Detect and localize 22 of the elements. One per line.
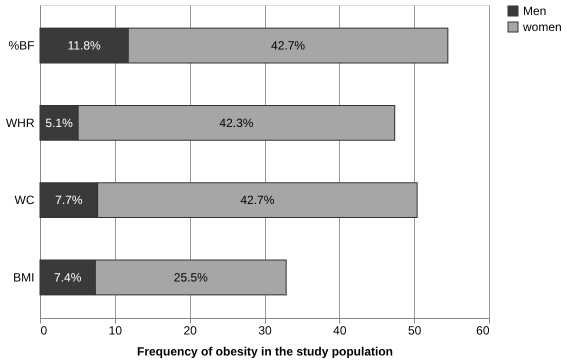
data-label: 5.1%	[45, 116, 74, 130]
x-tick-label: 30	[258, 324, 272, 338]
y-tick-label: WC	[14, 193, 35, 208]
legend-label: Men	[523, 4, 546, 18]
y-tick-label: BMI	[13, 270, 34, 284]
data-label: 42.7%	[240, 193, 275, 208]
x-axis-title: Frequency of obesity in the study population	[136, 344, 394, 358]
x-tick-label: 40	[333, 324, 347, 338]
y-tick-label: WHR	[6, 116, 35, 130]
x-tick-label: 60	[476, 324, 490, 338]
legend-label: women	[522, 20, 562, 34]
x-tick-label: 10	[108, 324, 122, 338]
data-label: 42.7%	[271, 38, 306, 53]
data-label: 7.7%	[55, 193, 83, 208]
data-label: 11.8%	[68, 38, 102, 53]
x-tick-label: 20	[183, 324, 198, 338]
x-tick-label: 50	[408, 324, 422, 338]
data-label: 7.4%	[54, 270, 82, 284]
data-label: 42.3%	[219, 116, 254, 130]
y-tick-label: %BF	[8, 38, 34, 53]
x-tick-label: 0	[40, 324, 48, 338]
data-label: 25.5%	[174, 270, 208, 284]
